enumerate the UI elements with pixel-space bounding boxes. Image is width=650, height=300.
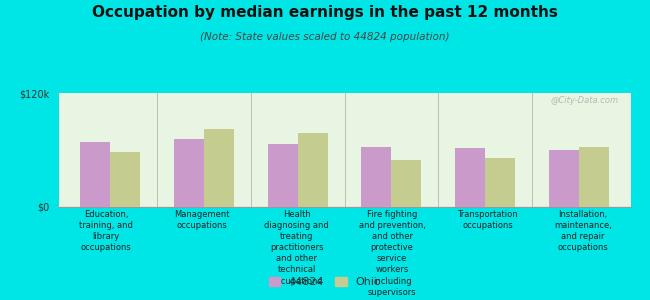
Bar (455, 148, 485, 207)
Text: Fire fighting
and prevention,
and other
protective
service
workers
including
sup: Fire fighting and prevention, and other … (359, 210, 426, 297)
Legend: 44824, Ohio: 44824, Ohio (265, 272, 385, 291)
Text: Occupation by median earnings in the past 12 months: Occupation by median earnings in the pas… (92, 4, 558, 20)
Text: Installation,
maintenance,
and repair
occupations: Installation, maintenance, and repair oc… (554, 210, 612, 252)
Bar (361, 147, 391, 207)
Text: (Note: State values scaled to 44824 population): (Note: State values scaled to 44824 popu… (200, 32, 450, 41)
Text: Management
occupations: Management occupations (174, 210, 229, 230)
Bar (579, 147, 609, 207)
Text: @City-Data.com: @City-Data.com (551, 96, 619, 105)
Bar (110, 152, 140, 207)
Text: Health
diagnosing and
treating
practitioners
and other
technical
occupations: Health diagnosing and treating practitio… (265, 210, 329, 286)
Bar (485, 158, 515, 207)
Bar (268, 144, 298, 207)
Bar (549, 150, 579, 207)
Bar (391, 160, 421, 207)
Bar (298, 133, 328, 207)
Text: Transportation
occupations: Transportation occupations (457, 210, 518, 230)
Bar (80, 142, 110, 207)
Bar (204, 129, 234, 207)
Bar (174, 139, 204, 207)
Text: Education,
training, and
library
occupations: Education, training, and library occupat… (79, 210, 133, 252)
